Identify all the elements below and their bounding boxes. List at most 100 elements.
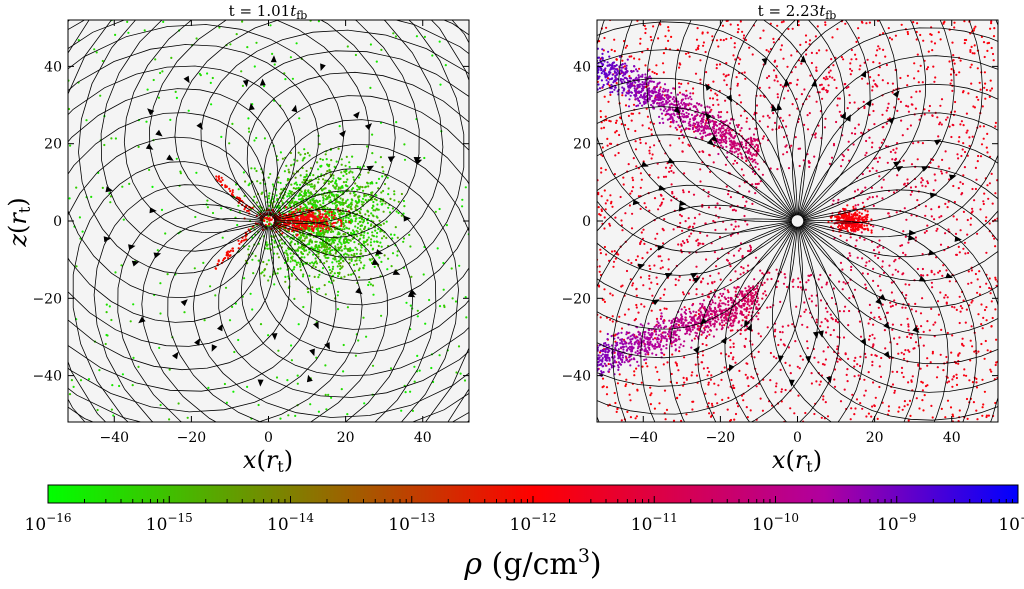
particle-point: [677, 369, 679, 371]
particle-point: [354, 247, 356, 249]
particle-point: [229, 254, 231, 256]
particle-point: [945, 294, 947, 296]
particle-point: [310, 167, 312, 169]
particle-point: [331, 216, 333, 218]
particle-point: [648, 150, 650, 152]
particle-point: [207, 387, 209, 389]
particle-point: [367, 185, 369, 187]
particle-point: [676, 129, 678, 131]
particle-point: [767, 126, 769, 128]
particle-point: [635, 165, 637, 167]
particle-point: [225, 287, 227, 289]
particle-point: [860, 336, 862, 338]
particle-point: [976, 233, 978, 235]
particle-point: [840, 165, 842, 167]
particle-point: [248, 184, 250, 186]
particle-point: [294, 243, 296, 245]
particle-point: [722, 25, 724, 27]
particle-point: [309, 240, 311, 242]
particle-point: [679, 63, 681, 65]
particle-point: [359, 259, 361, 261]
particle-point: [633, 104, 635, 106]
particle-point: [777, 344, 779, 346]
particle-point: [337, 308, 339, 310]
particle-point: [726, 84, 728, 86]
particle-point: [281, 242, 283, 244]
particle-point: [648, 265, 650, 267]
particle-point: [993, 35, 995, 37]
particle-point: [352, 176, 354, 178]
particle-point: [439, 208, 441, 210]
particle-point: [246, 386, 248, 388]
particle-point: [297, 383, 299, 385]
particle-point: [872, 324, 874, 326]
particle-point: [972, 210, 974, 212]
particle-point: [307, 291, 309, 293]
particle-point: [926, 384, 928, 386]
particle-point: [345, 165, 347, 167]
particle-point: [953, 26, 955, 28]
particle-point: [634, 319, 636, 321]
particle-point: [973, 27, 975, 29]
particle-point: [343, 276, 345, 278]
particle-point: [599, 330, 601, 332]
particle-point: [326, 246, 328, 248]
particle-point: [375, 182, 377, 184]
particle-point: [748, 47, 750, 49]
particle-point: [859, 356, 861, 358]
particle-point: [345, 238, 347, 240]
particle-point: [752, 377, 754, 379]
particle-point: [898, 406, 900, 408]
particle-point: [678, 67, 680, 69]
particle-point: [869, 196, 871, 198]
particle-point: [907, 128, 909, 130]
particle-point: [376, 61, 378, 63]
particle-point: [604, 96, 606, 98]
particle-point: [692, 92, 694, 94]
particle-point: [956, 218, 958, 220]
particle-point: [161, 209, 163, 211]
particle-point: [370, 238, 372, 240]
particle-point: [645, 28, 647, 30]
particle-point: [959, 251, 961, 253]
particle-point: [401, 193, 403, 195]
particle-point: [741, 168, 743, 170]
particle-point: [695, 49, 697, 51]
particle-point: [870, 416, 872, 418]
particle-point: [975, 273, 977, 275]
particle-point: [720, 111, 722, 113]
particle-point: [364, 213, 366, 215]
particle-point: [290, 164, 292, 166]
particle-point: [703, 367, 705, 369]
particle-point: [287, 193, 289, 195]
particle-point: [842, 288, 844, 290]
particle-point: [286, 195, 288, 197]
particle-point: [955, 254, 957, 256]
particle-point: [840, 400, 842, 402]
particle-point: [311, 216, 313, 218]
particle-point: [96, 51, 98, 53]
particle-point: [606, 393, 608, 395]
particle-point: [820, 381, 822, 383]
particle-point: [345, 181, 347, 183]
particle-point: [969, 51, 971, 53]
particle-point: [904, 400, 906, 402]
particle-point: [941, 159, 943, 161]
particle-point: [236, 224, 238, 226]
particle-point: [398, 201, 400, 203]
particle-point: [922, 268, 924, 270]
particle-point: [781, 388, 783, 390]
particle-point: [105, 334, 107, 336]
particle-point: [325, 257, 327, 259]
particle-point: [254, 167, 256, 169]
particle-point: [801, 324, 803, 326]
particle-point: [361, 186, 363, 188]
particle-point: [937, 272, 939, 274]
particle-point: [891, 282, 893, 284]
particle-point: [250, 293, 252, 295]
particle-point: [102, 187, 104, 189]
particle-point: [791, 323, 793, 325]
particle-point: [753, 356, 755, 358]
particle-point: [690, 233, 692, 235]
